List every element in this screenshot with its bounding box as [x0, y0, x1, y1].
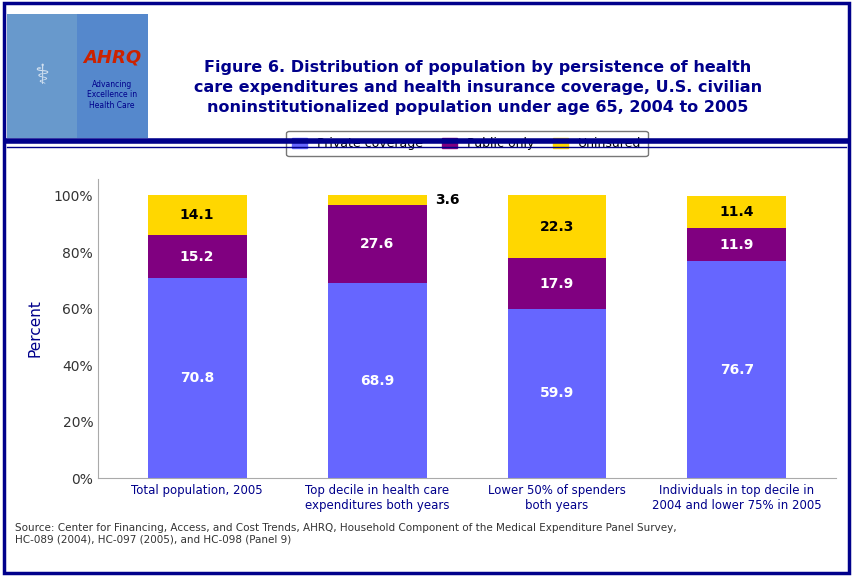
- Bar: [147, 195, 246, 235]
- Text: 59.9: 59.9: [539, 386, 573, 400]
- Bar: [327, 283, 426, 478]
- Text: 11.9: 11.9: [719, 237, 753, 252]
- Bar: [327, 195, 426, 206]
- Text: 14.1: 14.1: [180, 208, 214, 222]
- Bar: [507, 258, 606, 309]
- Bar: [687, 262, 786, 478]
- Text: 27.6: 27.6: [360, 237, 394, 251]
- Bar: [507, 309, 606, 478]
- Text: 76.7: 76.7: [719, 363, 753, 377]
- Bar: [327, 206, 426, 283]
- Bar: [507, 195, 606, 258]
- Text: 11.4: 11.4: [719, 204, 753, 219]
- Text: 70.8: 70.8: [180, 371, 214, 385]
- Text: 17.9: 17.9: [539, 276, 573, 290]
- Legend: Private coverage, Public only, Uninsured: Private coverage, Public only, Uninsured: [285, 131, 648, 157]
- Bar: [147, 278, 246, 478]
- Bar: [147, 235, 246, 278]
- Text: Source: Center for Financing, Access, and Cost Trends, AHRQ, Household Component: Source: Center for Financing, Access, an…: [15, 523, 676, 544]
- Text: AHRQ: AHRQ: [83, 49, 141, 67]
- Text: Advancing
Excellence in
Health Care: Advancing Excellence in Health Care: [87, 80, 137, 110]
- Text: 68.9: 68.9: [360, 374, 394, 388]
- Text: 22.3: 22.3: [539, 219, 573, 234]
- Text: ⚕: ⚕: [34, 62, 49, 90]
- Text: Figure 6. Distribution of population by persistence of health
care expenditures : Figure 6. Distribution of population by …: [193, 60, 761, 115]
- Bar: [687, 228, 786, 262]
- Bar: [687, 195, 786, 228]
- Y-axis label: Percent: Percent: [27, 300, 43, 357]
- Text: 3.6: 3.6: [435, 194, 459, 207]
- Text: 15.2: 15.2: [180, 249, 214, 264]
